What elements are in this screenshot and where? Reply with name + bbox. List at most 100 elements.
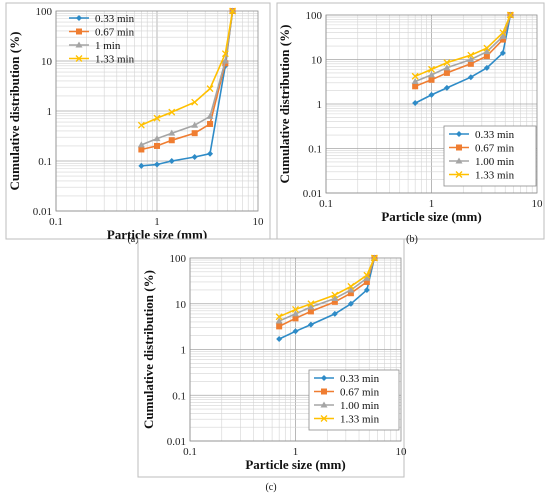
y-tick-label: 10 xyxy=(41,56,53,68)
data-point xyxy=(467,74,474,81)
legend-label: 0.67 min xyxy=(475,143,515,155)
y-tick-label: 0.1 xyxy=(308,144,322,156)
data-point xyxy=(347,286,355,293)
data-point xyxy=(153,135,161,142)
data-point xyxy=(499,29,507,37)
data-point xyxy=(275,313,283,321)
y-tick-label: 0.1 xyxy=(172,390,186,402)
data-point xyxy=(292,306,299,313)
y-tick-label: 1 xyxy=(47,106,53,118)
data-point xyxy=(467,51,475,59)
legend-label: 0.67 min xyxy=(340,387,380,399)
data-point xyxy=(137,121,145,129)
data-point xyxy=(347,300,354,307)
data-point xyxy=(428,71,435,78)
legend-marker xyxy=(456,144,462,151)
data-point xyxy=(483,64,490,71)
data-point xyxy=(483,48,491,55)
data-point xyxy=(221,57,229,64)
data-point xyxy=(331,298,338,305)
data-point xyxy=(154,161,160,168)
x-tick-label: 0.1 xyxy=(319,198,333,210)
y-tick-label: 10 xyxy=(311,55,323,67)
x-axis-title: Particle size (mm) xyxy=(245,457,345,472)
data-point xyxy=(307,303,315,310)
y-axis-title: Cumulative distribution (%) xyxy=(277,25,292,184)
chart-frame xyxy=(137,238,405,478)
data-point xyxy=(499,32,507,39)
data-point xyxy=(207,120,214,127)
series-1-00-min xyxy=(411,11,514,85)
series-1-33-min xyxy=(411,11,514,80)
data-point xyxy=(276,323,283,330)
legend-marker xyxy=(455,157,463,164)
legend-label: 1 min xyxy=(95,40,121,52)
data-point xyxy=(331,295,339,302)
data-point xyxy=(191,130,198,137)
data-point xyxy=(443,64,451,71)
panel-label: (b) xyxy=(406,234,418,245)
data-point xyxy=(363,271,371,279)
legend-marker xyxy=(76,28,82,35)
data-point xyxy=(307,308,314,315)
data-point xyxy=(483,52,490,59)
plot-area xyxy=(55,10,259,212)
plot-area xyxy=(325,14,538,194)
data-point xyxy=(307,300,315,308)
y-tick-label: 100 xyxy=(170,253,187,265)
data-point xyxy=(168,129,176,136)
legend-marker xyxy=(75,55,83,62)
series-1-33-min xyxy=(275,254,378,321)
panel-label: (c) xyxy=(265,482,276,493)
y-tick-label: 1 xyxy=(317,99,323,111)
data-point xyxy=(229,7,237,15)
data-point xyxy=(331,291,339,299)
data-point xyxy=(207,150,214,157)
plot-area xyxy=(189,257,402,442)
y-tick-label: 0.01 xyxy=(303,188,322,200)
data-point xyxy=(168,137,175,144)
x-tick-label: 0.1 xyxy=(49,216,63,228)
data-point xyxy=(363,286,370,293)
legend-marker xyxy=(75,41,83,48)
data-point xyxy=(347,290,354,297)
data-point xyxy=(467,60,474,67)
legend-marker xyxy=(76,15,82,21)
x-tick-label: 10 xyxy=(532,198,544,210)
data-point xyxy=(168,158,175,164)
data-point xyxy=(292,328,299,335)
legend-marker xyxy=(321,388,327,395)
data-point xyxy=(506,11,514,19)
y-axis-title: Cumulative distribution (%) xyxy=(141,270,156,429)
x-axis-title: Particle size (mm) xyxy=(107,227,207,242)
data-point xyxy=(499,49,506,56)
data-point xyxy=(138,162,145,169)
series-1-33-min xyxy=(137,7,237,129)
data-point xyxy=(411,78,419,85)
data-point xyxy=(138,146,145,153)
y-tick-label: 0.01 xyxy=(33,206,52,218)
legend-label: 1.00 min xyxy=(340,400,380,412)
legend-marker xyxy=(320,415,328,422)
data-point xyxy=(370,254,378,262)
data-point xyxy=(191,154,198,161)
legend-label: 0.67 min xyxy=(95,27,135,39)
legend-label: 0.33 min xyxy=(95,13,135,25)
y-axis-title: Cumulative distribution (%) xyxy=(7,32,22,191)
x-tick-label: 10 xyxy=(396,446,408,458)
legend-marker xyxy=(321,375,327,381)
data-point xyxy=(153,114,161,122)
data-point xyxy=(137,141,145,148)
legend-box xyxy=(308,369,400,431)
data-point xyxy=(443,59,451,67)
y-tick-label: 1 xyxy=(181,345,187,357)
data-point xyxy=(428,76,435,83)
data-point xyxy=(467,56,475,62)
data-point xyxy=(411,72,419,80)
y-tick-label: 10 xyxy=(175,299,187,311)
